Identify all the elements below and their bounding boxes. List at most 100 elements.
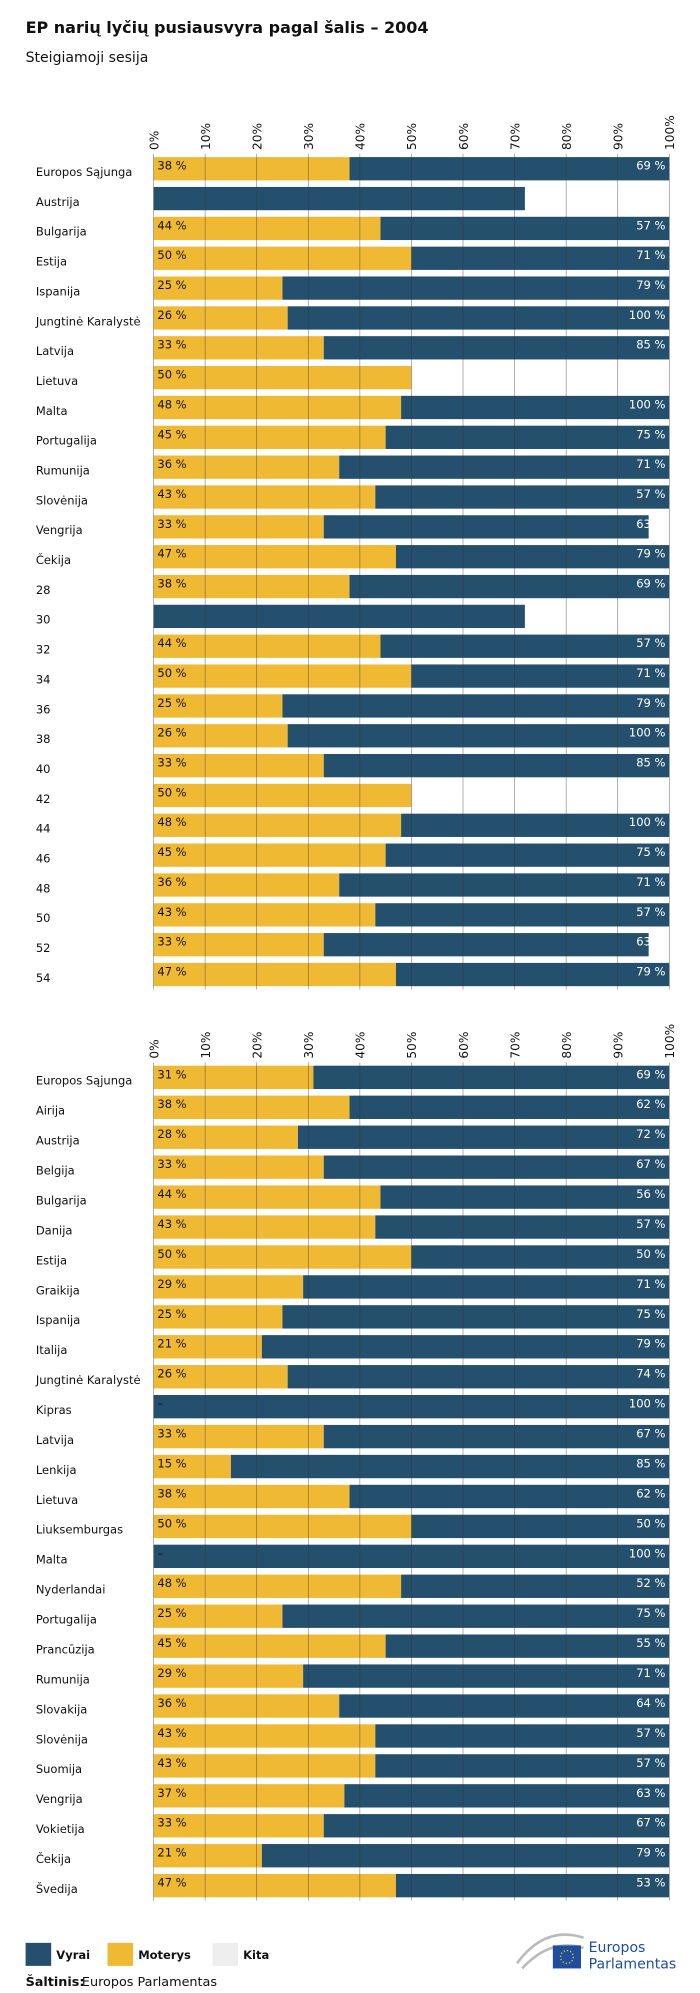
- value-label: 50 %: [157, 248, 186, 262]
- bar: [375, 1754, 670, 1778]
- bar: [153, 724, 288, 748]
- category-label: Portugalija: [36, 434, 97, 448]
- bar: [303, 1664, 670, 1688]
- category-label: Belgija: [36, 1164, 75, 1178]
- value-label: 50 %: [157, 368, 186, 382]
- category-label: Lietuva: [36, 374, 78, 388]
- bar: [153, 425, 386, 449]
- value-label: 15 %: [157, 1456, 186, 1470]
- category-label: Estija: [36, 255, 67, 269]
- bar: [153, 1784, 345, 1808]
- bar: [153, 1814, 324, 1838]
- bar: [153, 545, 396, 569]
- value-label: 57 %: [636, 218, 665, 232]
- value-label: 21 %: [157, 1337, 186, 1351]
- subtitle: Steigiamoji sesija: [26, 50, 149, 66]
- x-tick-label: 40%: [354, 1032, 368, 1059]
- x-tick-label: 100%: [663, 115, 677, 150]
- category-label: Portugalija: [36, 1613, 97, 1627]
- bar: [153, 634, 381, 658]
- category-label: Danija: [36, 1223, 73, 1237]
- category-label: Graikija: [36, 1283, 80, 1297]
- category-label: Vokietija: [36, 1822, 85, 1836]
- bar: [153, 395, 402, 420]
- bar: [153, 1095, 350, 1119]
- bar: [339, 873, 670, 897]
- value-label: 75 %: [636, 1606, 665, 1620]
- category-label: 32: [36, 643, 51, 657]
- x-tick-label: 100%: [663, 1024, 677, 1059]
- bar: [380, 634, 670, 658]
- bar: [153, 873, 340, 897]
- value-label: 53 %: [636, 1876, 665, 1890]
- bar: [411, 1245, 670, 1269]
- bar: [395, 962, 670, 987]
- category-label: Bulgarija: [36, 1193, 87, 1207]
- bar: [323, 1424, 670, 1449]
- bar: [153, 1754, 376, 1778]
- value-label: 33 %: [157, 1427, 186, 1441]
- bar: [153, 1634, 386, 1658]
- value-label: 43 %: [157, 1726, 186, 1740]
- logo: [515, 1933, 584, 1970]
- legend-swatch: [25, 1942, 52, 1966]
- bar: [153, 216, 381, 241]
- value-label: 75 %: [636, 845, 665, 859]
- value-label: 48 %: [157, 1576, 186, 1590]
- value-label: 62 %: [636, 1097, 665, 1111]
- bar: [153, 753, 324, 778]
- bar: [153, 1065, 314, 1090]
- category-label: 52: [36, 941, 51, 955]
- category-label: Liuksemburgas: [36, 1523, 123, 1537]
- legend-label: Kita: [243, 1948, 269, 1962]
- category-label: Ispanija: [36, 1313, 80, 1327]
- value-label: –: [157, 1397, 163, 1411]
- bar: [349, 157, 670, 181]
- category-label: Nyderlandai: [36, 1583, 106, 1597]
- value-label: 71 %: [636, 1277, 665, 1291]
- category-label: 50: [36, 911, 51, 925]
- bar: [282, 276, 670, 300]
- bar: [153, 1724, 376, 1748]
- bar: [297, 1125, 670, 1149]
- x-tick-label: 60%: [457, 123, 471, 150]
- x-tick-label: 50%: [405, 123, 419, 150]
- category-label: Estija: [36, 1253, 67, 1267]
- source: Europos Parlamentas: [82, 1975, 217, 1990]
- bar: [323, 753, 670, 778]
- category-label: Čekija: [36, 1851, 71, 1866]
- value-label: 63 %: [636, 935, 665, 949]
- x-tick-label: 20%: [250, 1032, 264, 1059]
- x-tick-label: 30%: [302, 1032, 316, 1059]
- value-label: 43 %: [157, 487, 186, 501]
- category-label: Latvija: [36, 1433, 74, 1447]
- bar: [153, 604, 525, 629]
- bar: [395, 545, 670, 569]
- value-label: 45 %: [157, 845, 186, 859]
- category-label: Austrija: [36, 1134, 80, 1148]
- bar: [153, 276, 283, 300]
- bar: [153, 664, 412, 688]
- value-label: 38 %: [157, 1486, 186, 1500]
- value-label: 50 %: [636, 1247, 665, 1261]
- value-label: 31 %: [157, 1067, 186, 1081]
- bar: [153, 515, 324, 539]
- category-label: 30: [36, 613, 51, 627]
- value-label: 79 %: [636, 278, 665, 292]
- bar: [401, 813, 670, 837]
- value-label: 85 %: [636, 1456, 665, 1470]
- legend-label: Moterys: [138, 1948, 191, 1962]
- value-label: 26 %: [157, 726, 186, 740]
- category-label: Jungtinė Karalystė: [35, 314, 141, 328]
- value-label: 37 %: [157, 1786, 186, 1800]
- value-label: 29 %: [157, 1277, 186, 1291]
- bar: [153, 1604, 283, 1628]
- bar: [375, 903, 670, 927]
- value-label: 47 %: [157, 1876, 186, 1890]
- bar: [323, 336, 670, 360]
- bar: [375, 485, 670, 509]
- bar: [282, 694, 670, 718]
- value-label: 72 %: [636, 606, 665, 620]
- value-label: 57 %: [636, 1726, 665, 1740]
